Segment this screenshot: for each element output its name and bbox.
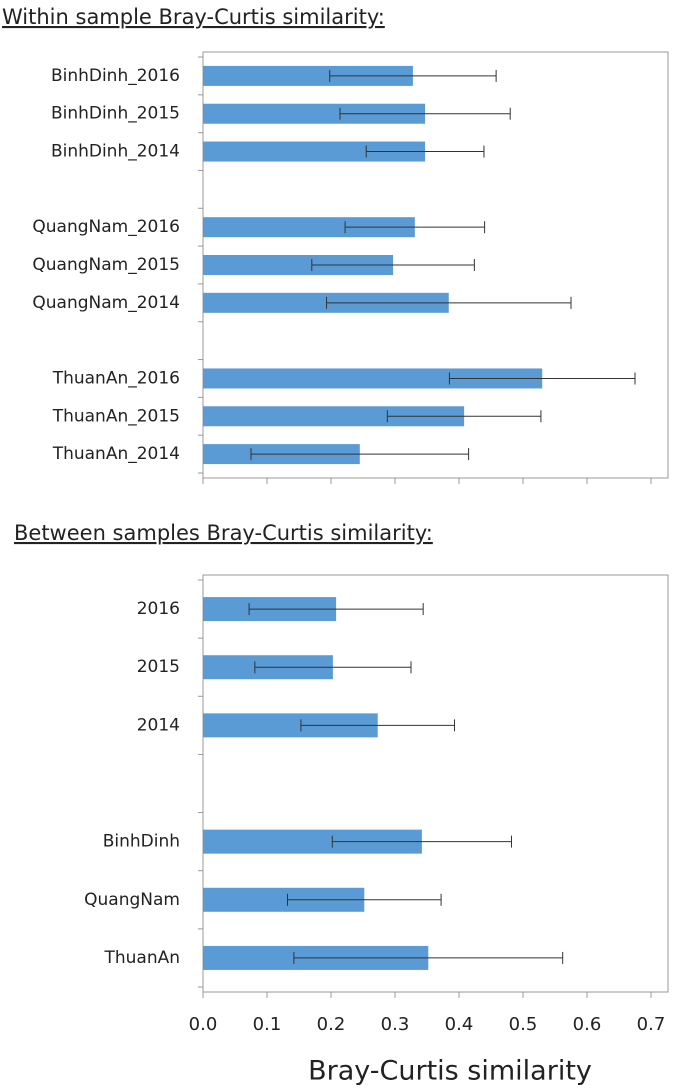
x-tick-label: 0.6 (573, 1014, 602, 1035)
bar (203, 65, 413, 86)
y-tick-label: 2015 (137, 657, 180, 677)
y-tick-label: BinhDinh_2016 (51, 66, 180, 86)
error-bar (293, 951, 564, 964)
error-bar (326, 296, 572, 309)
y-tick-label: BinhDinh_2015 (51, 104, 180, 124)
x-tick-label: 0.7 (637, 1014, 666, 1035)
error-bar (286, 893, 442, 906)
error-bar (339, 107, 511, 120)
x-tick-label: 0.5 (509, 1014, 538, 1035)
y-tick-label: ThuanAn_2015 (52, 406, 180, 426)
error-bar (300, 719, 456, 732)
error-bar (254, 661, 412, 674)
bar (203, 141, 426, 162)
bar (203, 255, 394, 275)
x-axis-label: Bray-Curtis similarity (308, 1056, 592, 1087)
error-bar (329, 69, 497, 82)
error-bar (344, 221, 486, 234)
bar (203, 292, 449, 313)
error-bar (386, 410, 542, 423)
y-tick-label: 2016 (137, 599, 180, 619)
error-bar (311, 259, 475, 271)
y-tick-label: QuangNam_2014 (32, 293, 180, 313)
y-tick-label: ThuanAn (103, 948, 180, 968)
bar (203, 217, 415, 238)
y-tick-label: ThuanAn_2016 (52, 368, 180, 388)
plot-frame (202, 574, 669, 993)
y-tick-label: 2014 (137, 715, 180, 735)
y-tick-label: QuangNam_2015 (32, 255, 180, 275)
error-bar (248, 603, 424, 616)
bar (203, 368, 543, 389)
chart-title: Between samples Bray-Curtis similarity: (14, 521, 433, 545)
chart-title: Within sample Bray-Curtis similarity: (2, 5, 385, 29)
error-bar (448, 372, 636, 385)
x-tick-label: 0.1 (253, 1014, 282, 1035)
bar (203, 103, 426, 124)
x-tick-label: 0.0 (189, 1014, 218, 1035)
y-tick-label: QuangNam (84, 890, 180, 910)
x-tick-label: 0.2 (317, 1014, 346, 1035)
y-tick-label: BinhDinh (103, 832, 180, 852)
error-bar (365, 145, 485, 158)
y-tick-label: QuangNam_2016 (32, 217, 180, 237)
y-tick-label: BinhDinh_2014 (51, 142, 180, 162)
x-tick-label: 0.3 (381, 1014, 410, 1035)
error-bar (331, 835, 512, 848)
x-tick-label: 0.4 (445, 1014, 474, 1035)
error-bar (250, 448, 470, 461)
y-tick-label: ThuanAn_2014 (52, 444, 180, 464)
bar (203, 406, 465, 427)
